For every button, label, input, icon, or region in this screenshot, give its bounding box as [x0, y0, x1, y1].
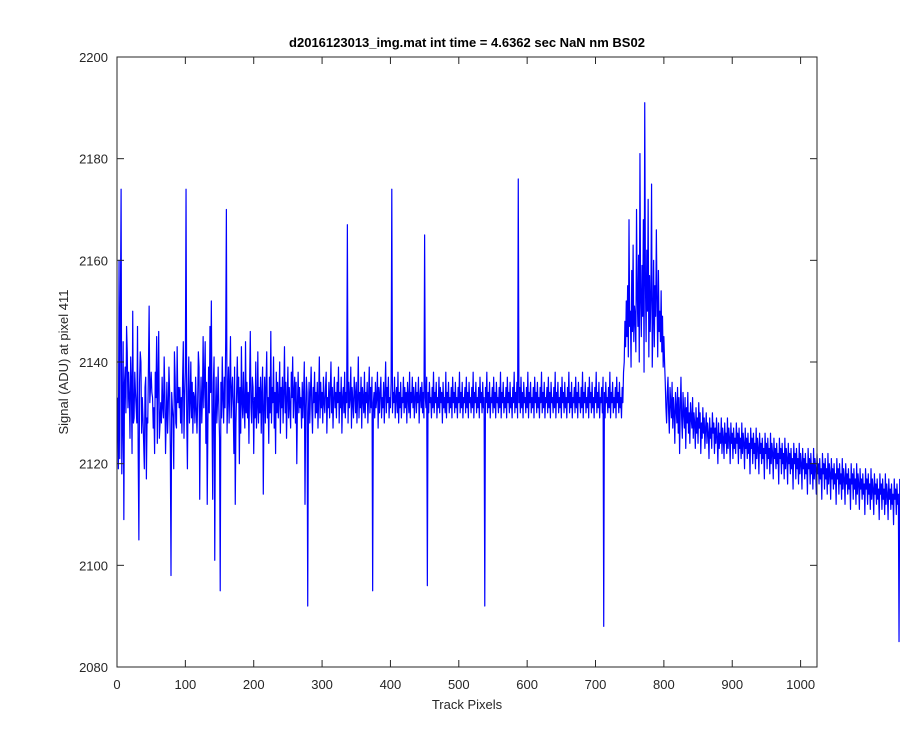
- plot-area: [117, 57, 817, 667]
- y-tick-label: 2180: [79, 152, 108, 167]
- y-tick-label: 2080: [79, 660, 108, 675]
- y-tick-label: 2160: [79, 253, 108, 268]
- x-tick-label: 800: [653, 677, 675, 692]
- x-tick-label: 400: [380, 677, 402, 692]
- x-tick-label: 600: [516, 677, 538, 692]
- y-tick-label: 2120: [79, 457, 108, 472]
- series-line-0: [117, 102, 900, 643]
- x-axis-label: Track Pixels: [432, 697, 503, 712]
- chart-title: d2016123013_img.mat int time = 4.6362 se…: [289, 35, 645, 50]
- x-tick-label: 200: [243, 677, 265, 692]
- y-tick-label: 2140: [79, 355, 108, 370]
- x-tick-label: 100: [175, 677, 197, 692]
- x-tick-label: 700: [585, 677, 607, 692]
- y-tick-label: 2200: [79, 50, 108, 65]
- series-layer: [117, 102, 900, 643]
- x-tick-label: 300: [311, 677, 333, 692]
- x-tick-label: 1000: [786, 677, 815, 692]
- tick-labels: 0 100 200 300 400 500 600 700 800 900 1000 2080 2100…: [79, 50, 815, 692]
- axes: [116, 56, 818, 668]
- x-tick-label: 500: [448, 677, 470, 692]
- y-axis-label: Signal (ADU) at pixel 411: [56, 290, 71, 435]
- x-tick-label: 0: [113, 677, 120, 692]
- x-tick-label: 900: [721, 677, 743, 692]
- y-tick-label: 2100: [79, 558, 108, 573]
